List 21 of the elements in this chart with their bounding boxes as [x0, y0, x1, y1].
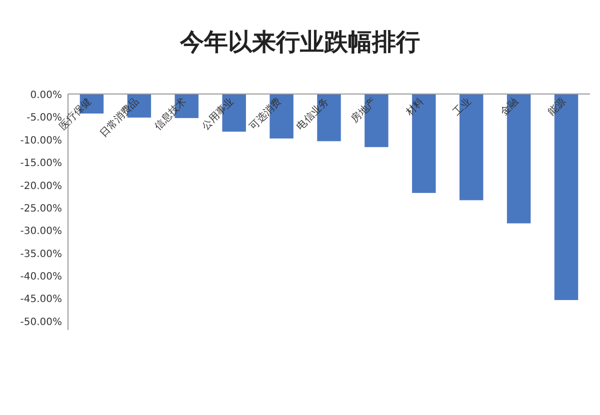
x-tick-label: 金融 — [498, 96, 521, 118]
y-tick-label: -30.00% — [20, 226, 62, 238]
y-tick-label: -10.00% — [20, 135, 62, 146]
x-tick-label: 电信业务 — [294, 96, 332, 132]
chart-title: 今年以来行业跌幅排行 — [179, 28, 420, 56]
x-tick-label: 公用事业 — [199, 96, 236, 132]
y-tick-label: -15.00% — [20, 158, 62, 170]
y-tick-label: -50.00% — [20, 316, 62, 328]
x-tick-label: 可选消费 — [246, 96, 284, 132]
y-tick-label: -40.00% — [20, 272, 62, 283]
x-tick-label: 工业 — [450, 96, 474, 118]
y-tick-label: -20.00% — [20, 180, 62, 192]
y-tick-label: -35.00% — [20, 248, 62, 260]
y-tick-label: -25.00% — [20, 203, 62, 214]
x-tick-label: 信息技术 — [152, 96, 189, 132]
y-tick-label: -45.00% — [20, 294, 62, 306]
x-tick-label: 房地产 — [348, 96, 379, 126]
x-tick-label: 日常消费品 — [97, 96, 142, 140]
x-tick-label: 能源 — [546, 96, 568, 118]
y-tick-label: 0.00% — [30, 90, 62, 101]
x-tick-label: 材料 — [402, 96, 426, 119]
